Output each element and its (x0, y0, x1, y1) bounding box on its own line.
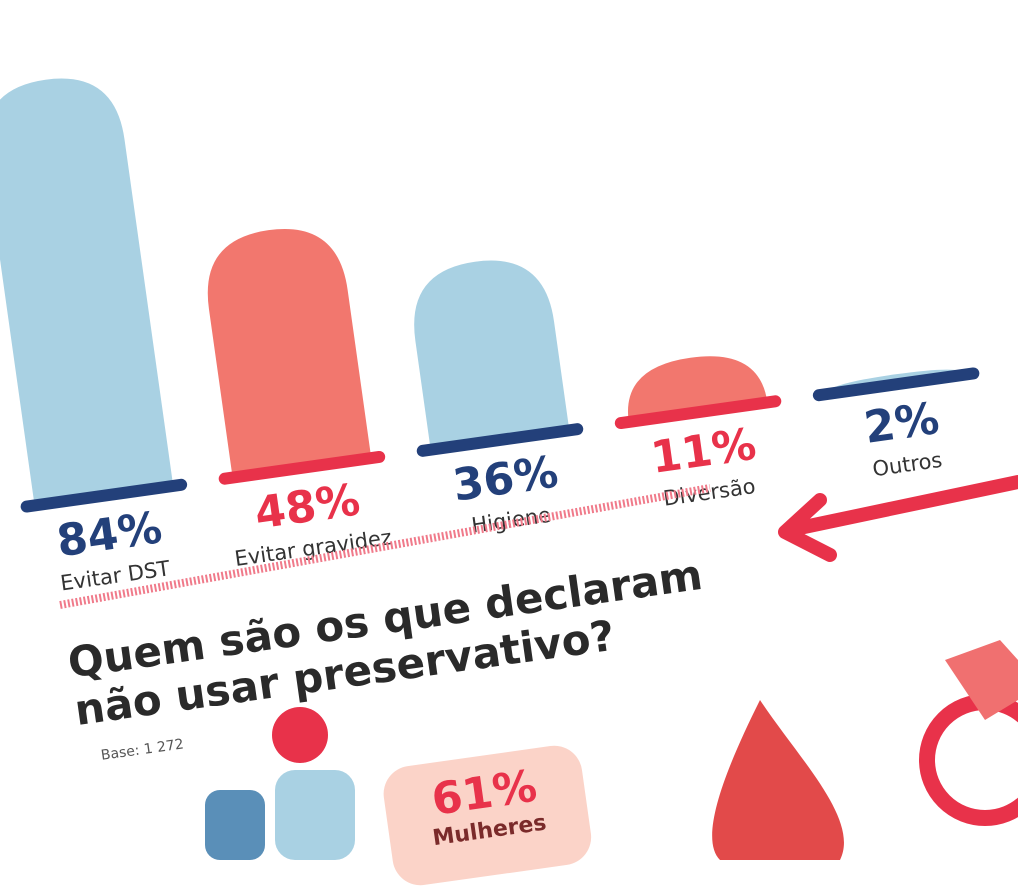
bar (0, 78, 174, 506)
drop-icon (712, 700, 844, 860)
value-label: 36% (450, 447, 561, 512)
bar-base (20, 478, 188, 513)
bar (207, 229, 372, 478)
bar-base (614, 395, 782, 430)
ring-icon (919, 694, 1018, 826)
page: 84% Evitar DST 48% Evitar gravidez 36% Higien… (0, 78, 1018, 889)
bar-base (812, 367, 980, 402)
value-label: 84% (54, 502, 165, 567)
decoration (59, 475, 1018, 860)
bar (414, 260, 570, 450)
value-label: 2% (861, 393, 942, 454)
gem-icon (945, 640, 1018, 720)
category-label: Outros (871, 448, 944, 482)
value-label: 48% (252, 474, 363, 539)
value-label: 11% (648, 419, 759, 484)
bar-base (218, 450, 386, 485)
person-icon (272, 707, 328, 763)
arrow (778, 475, 1018, 562)
person-icon (275, 770, 355, 860)
bar-base (416, 423, 584, 457)
person-icon (205, 790, 265, 860)
